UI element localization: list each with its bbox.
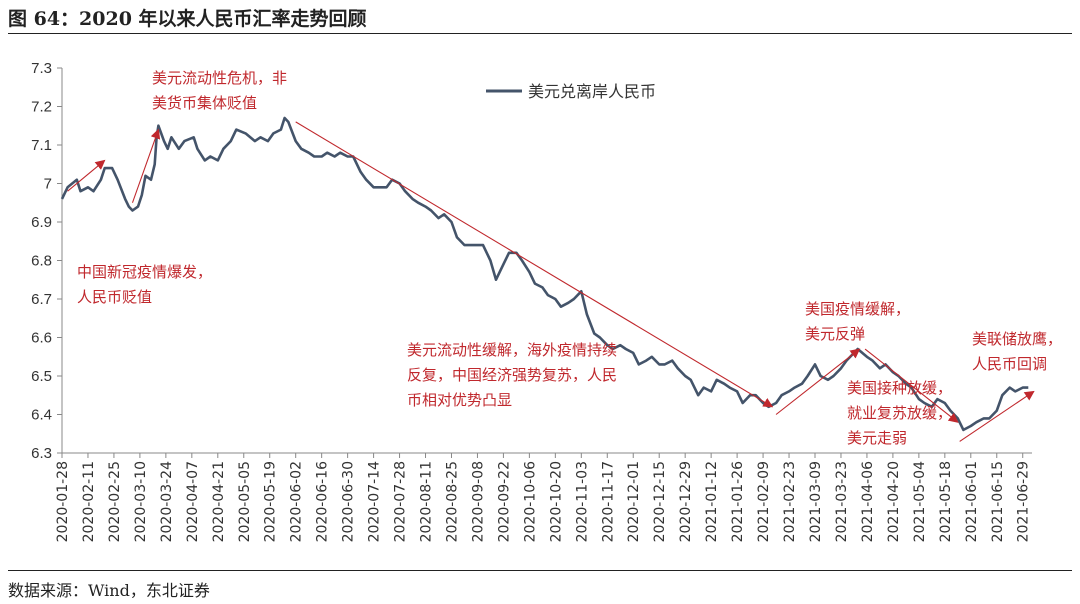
annotation-text: 中国新冠疫情爆发， 人民币贬值 (77, 263, 212, 306)
x-tick-label: 2020-11-03 (574, 461, 590, 542)
y-tick-label: 6.5 (31, 368, 52, 385)
x-tick-label: 2020-02-11 (81, 461, 97, 542)
x-tick-label: 2021-05-04 (912, 461, 928, 542)
annotation-text: 美国接种放缓， 就业复苏放缓， 美元走弱 (847, 379, 952, 447)
x-tick-label: 2021-03-09 (808, 461, 824, 542)
x-tick-label: 2020-03-24 (159, 461, 175, 542)
annotation-text: 美元流动性缓解，海外疫情持续反复，中国经济强势复苏，人民币相对优势凸显 (407, 341, 617, 409)
x-tick-label: 2020-06-30 (341, 461, 357, 542)
y-tick-label: 6.9 (31, 214, 52, 231)
annotation-line: 美货币集体贬值 (152, 94, 257, 112)
annotation-line: 反复，中国经济强势复苏，人民 (407, 366, 617, 384)
series-layer (60, 116, 1029, 432)
annotation-line: 美元走弱 (847, 429, 907, 447)
legend: 美元兑离岸人民币 (486, 82, 656, 101)
x-tick-label: 2020-12-29 (678, 461, 694, 542)
x-tick-label: 2020-04-07 (185, 461, 201, 542)
x-tick-label: 2020-06-16 (315, 461, 331, 542)
annotation-line: 美联储放鹰， (972, 330, 1062, 348)
x-tick-label: 2020-05-19 (263, 461, 279, 542)
x-tick-label: 2020-07-14 (367, 461, 383, 542)
x-tick-label: 2020-10-06 (522, 461, 538, 542)
x-tick-label: 2021-05-18 (938, 461, 954, 542)
x-tick-label: 2020-09-22 (496, 461, 512, 542)
y-tick-label: 6.7 (31, 291, 52, 308)
trend-arrow (959, 390, 1035, 442)
x-tick-label: 2021-06-01 (964, 461, 980, 542)
x-tick-label: 2021-04-06 (860, 461, 876, 542)
title-rule (8, 33, 1072, 34)
data-source: 数据来源：Wind，东北证券 (8, 581, 210, 600)
trend-arrow (131, 128, 161, 203)
trend-arrow (295, 121, 774, 408)
x-tick-label: 2021-01-12 (704, 461, 720, 542)
annotation-line: 美国接种放缓， (847, 379, 952, 397)
annotation-line: 美国疫情缓解， (805, 300, 910, 318)
x-tick-label: 2020-08-11 (419, 461, 435, 542)
y-tick-label: 7.1 (31, 137, 52, 154)
x-tick-label: 2020-05-05 (237, 461, 253, 542)
x-tick-label: 2020-11-17 (600, 461, 616, 542)
x-tick-label: 2020-09-08 (470, 461, 486, 542)
annotation-line: 美元反弹 (805, 325, 865, 343)
x-tick-label: 2020-10-20 (548, 461, 564, 542)
x-tick-label: 2020-07-28 (393, 461, 409, 542)
y-tick-label: 6.8 (31, 253, 52, 270)
trend-arrow (775, 348, 861, 415)
y-tick-label: 6.4 (31, 407, 52, 424)
x-tick-label: 2021-02-09 (756, 461, 772, 542)
figure-title: 图 64：2020 年以来人民币汇率走势回顾 (8, 8, 367, 30)
x-tick-label: 2020-06-02 (289, 461, 305, 542)
annotation-text: 美国疫情缓解， 美元反弹 (805, 300, 910, 343)
x-tick-label: 2020-01-28 (55, 461, 71, 542)
exchange-rate-line-chart: 6.3 6.4 6.5 6.6 6.7 6.8 6.9 7 7.1 7.2 7.3 2020-01-… (31, 60, 1062, 542)
annotation-text: 美元流动性危机，非美货币集体贬值 (152, 69, 287, 112)
trend-arrow (67, 159, 106, 192)
x-tick-label: 2021-02-23 (782, 461, 798, 542)
y-tick-label: 7 (44, 176, 52, 193)
y-tick-label: 6.6 (31, 330, 52, 347)
trend-arrows (67, 121, 1035, 442)
x-tick-label: 2021-04-20 (886, 461, 902, 542)
y-tick-label: 7.2 (31, 99, 52, 116)
x-tick-label: 2021-06-15 (990, 461, 1006, 542)
x-axis: 2020-01-28 2020-02-11 2020-02-25 2020-03-10… (55, 452, 1032, 542)
x-tick-label: 2021-01-26 (730, 461, 746, 542)
y-axis: 6.3 6.4 6.5 6.6 6.7 6.8 6.9 7 7.1 7.2 7.3 (31, 60, 63, 462)
annotation-line: 人民币贬值 (77, 288, 152, 306)
y-tick-label: 7.3 (31, 60, 52, 77)
x-tick-label: 2020-08-25 (444, 461, 460, 542)
annotation-line: 币相对优势凸显 (407, 391, 512, 409)
annotation-line: 美元流动性危机，非 (152, 69, 287, 87)
annotation-line: 中国新冠疫情爆发， (77, 263, 212, 281)
x-tick-label: 2021-06-29 (1016, 461, 1032, 542)
x-tick-label: 2020-03-10 (133, 461, 149, 542)
source-rule (8, 570, 1072, 571)
annotation-line: 美元流动性缓解，海外疫情持续 (407, 341, 617, 359)
series-line (60, 116, 1029, 432)
x-tick-label: 2020-12-01 (626, 461, 642, 542)
annotation-text: 美联储放鹰， 人民币回调 (972, 330, 1062, 373)
x-tick-label: 2020-04-21 (211, 461, 227, 542)
x-tick-label: 2020-02-25 (107, 461, 123, 542)
annotation-line: 人民币回调 (972, 355, 1047, 373)
legend-label: 美元兑离岸人民币 (528, 82, 656, 101)
y-tick-label: 6.3 (31, 445, 52, 462)
annotation-line: 就业复苏放缓， (847, 404, 952, 422)
x-tick-label: 2021-03-23 (834, 461, 850, 542)
trend-arrow (864, 348, 959, 423)
x-tick-label: 2020-12-15 (652, 461, 668, 542)
